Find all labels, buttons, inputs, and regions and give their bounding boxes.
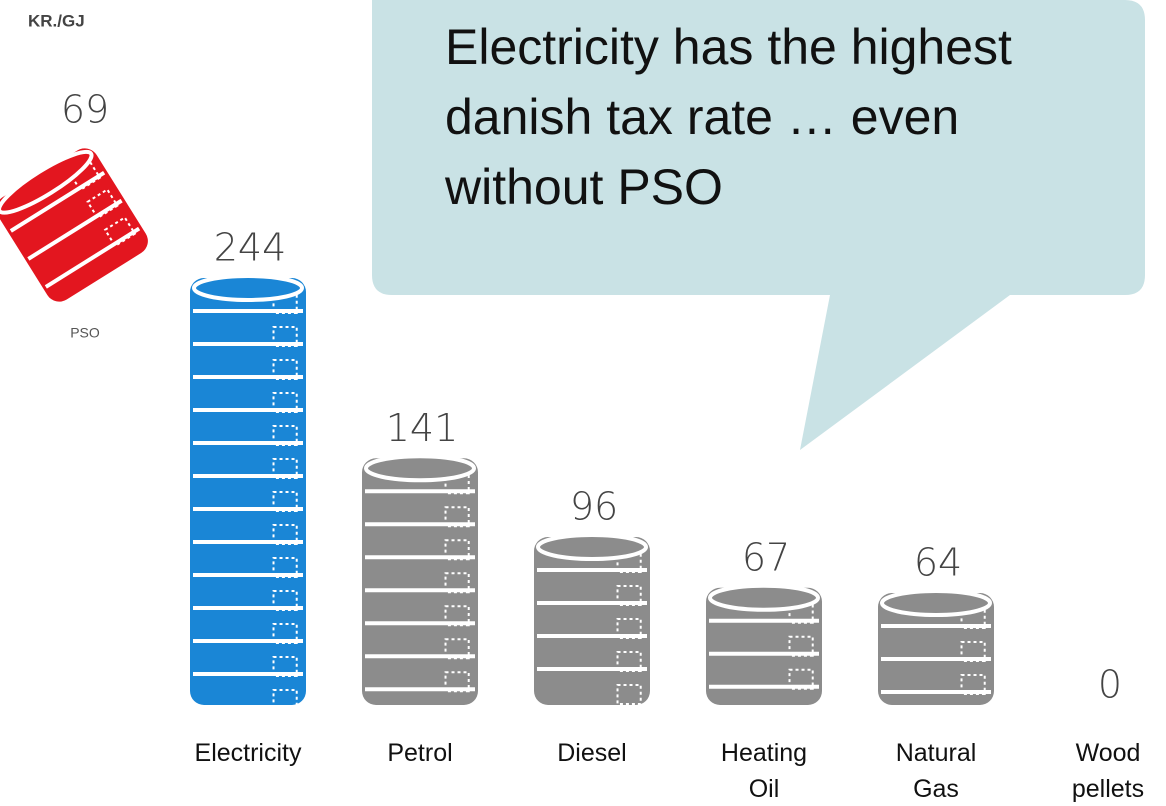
coin-stack (706, 587, 822, 705)
callout-bubble (372, 0, 1145, 450)
coin-ridge (616, 684, 642, 705)
coin-ridge (616, 585, 642, 606)
value-label: 141 (386, 406, 459, 450)
coin-ridge (444, 605, 470, 627)
coin-ridge (272, 590, 298, 611)
coin-cap (0, 149, 94, 215)
coin-ridge (444, 506, 470, 528)
coin-ridge (272, 293, 298, 314)
coin-ridge (616, 552, 642, 573)
coin-ridge (103, 216, 137, 248)
coin-ridge (68, 160, 102, 192)
coin-ridge (272, 425, 298, 446)
coin-ridge (788, 635, 814, 657)
coin-ridge (616, 651, 642, 672)
coin-ridge (86, 188, 119, 220)
pso-group (0, 148, 148, 302)
coin-ridge (960, 674, 986, 695)
coin-stack (190, 278, 306, 705)
coin-ridge (272, 491, 298, 512)
category-label: Petrol (387, 739, 453, 767)
callout-text: Electricity has the highest danish tax r… (445, 19, 1012, 215)
coin-stack (534, 537, 650, 705)
value-label: 244 (214, 226, 287, 270)
coin-cap (192, 274, 304, 302)
category-label: Electricity (194, 739, 302, 767)
coin-ridge (272, 557, 298, 578)
coin-divider (44, 226, 141, 289)
category-label: Wood pellets (1071, 739, 1145, 803)
value-label: 67 (742, 535, 790, 579)
coin-stack (362, 458, 478, 705)
pso-label: PSO (70, 325, 100, 341)
coin-ridge (616, 618, 642, 639)
coin-ridge (272, 524, 298, 545)
coin-ridge (272, 359, 298, 380)
coin-ridge (960, 641, 986, 662)
category-label: Heating Oil (720, 739, 808, 803)
value-label: 0 (1098, 663, 1122, 707)
coin-ridge (444, 572, 470, 594)
category-label: Diesel (557, 739, 627, 767)
coin-ridge (272, 458, 298, 479)
coin-cap (536, 533, 648, 561)
coin-ridge (272, 656, 298, 677)
value-label: 64 (914, 541, 962, 585)
coin-ridge (788, 602, 814, 624)
coin-stack (878, 593, 994, 705)
units-label: KR./GJ (28, 11, 85, 30)
coin-ridge (960, 608, 986, 629)
coin-ridge (272, 392, 298, 413)
coin-ridge (272, 623, 298, 644)
coin-ridge (444, 473, 470, 495)
coin-ridge (444, 638, 470, 660)
pso-value-label: 69 (61, 88, 109, 132)
coin-cap (708, 583, 820, 612)
coin-cap (880, 589, 992, 617)
coin-cap (364, 454, 476, 483)
coin-divider (27, 198, 123, 261)
coin-ridge (444, 539, 470, 561)
coin-ridge (788, 668, 814, 690)
coin-divider (9, 170, 106, 233)
value-label: 96 (570, 485, 618, 529)
coin-ridge (272, 326, 298, 347)
coin-ridge (444, 671, 470, 693)
category-label: Natural Gas (895, 739, 977, 803)
coin-ridge (272, 689, 298, 710)
